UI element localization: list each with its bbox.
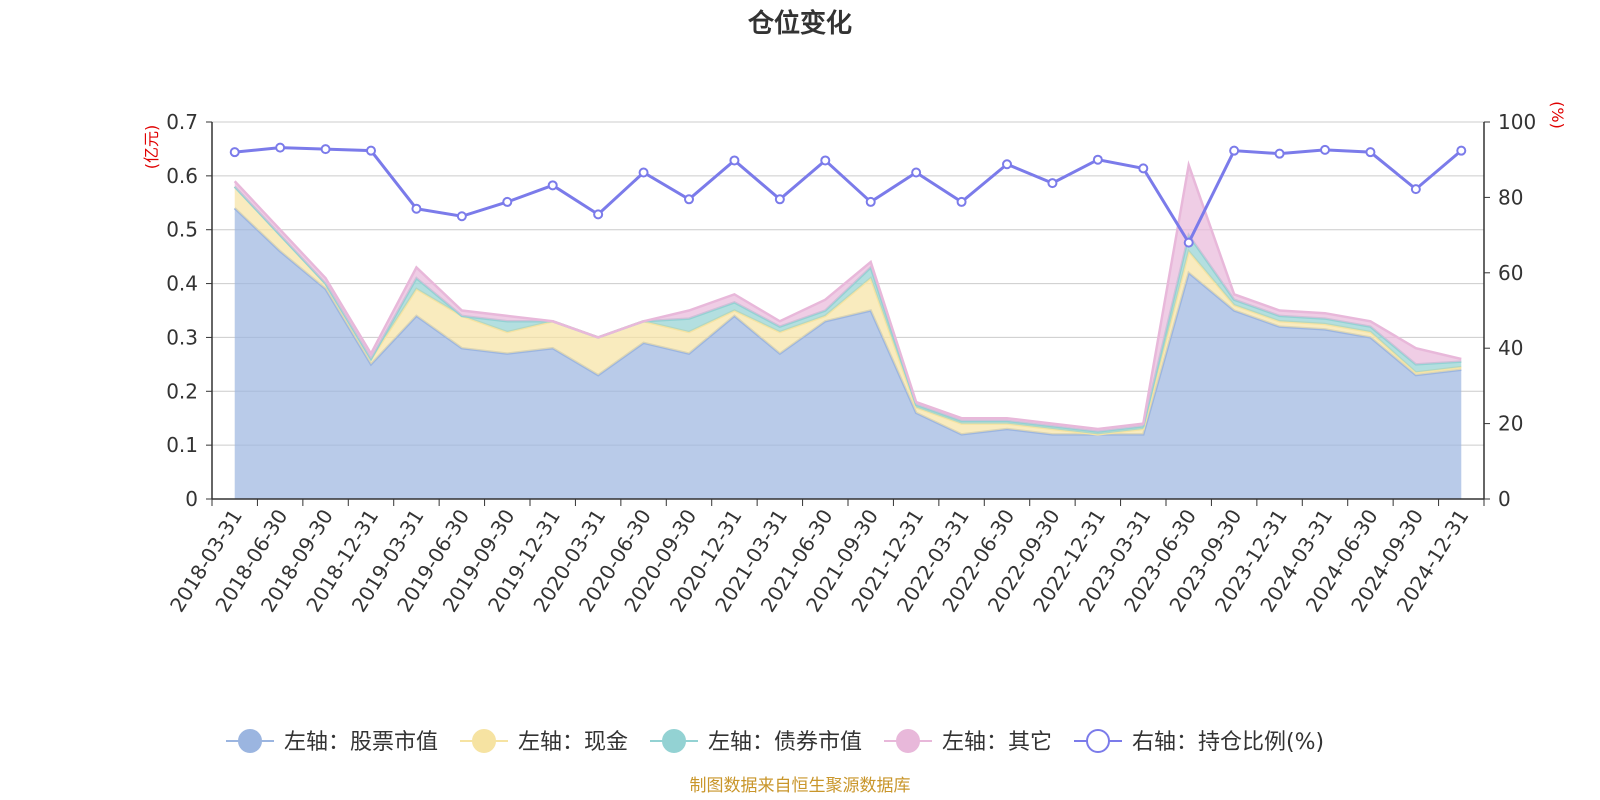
ratio-point	[1274, 148, 1285, 159]
legend-label: 右轴：持仓比例(%)	[1132, 730, 1324, 755]
ratio-point	[275, 142, 286, 153]
right-axis-tick-label: 80	[1498, 185, 1523, 209]
legend-label: 左轴：债券市值	[708, 730, 862, 755]
source-note: 制图数据来自恒生聚源数据库	[690, 776, 911, 796]
ratio-point	[865, 196, 876, 207]
legend-swatch-marker	[238, 729, 262, 753]
ratio-point	[956, 196, 967, 207]
area-左轴：股票市值	[234, 208, 1462, 499]
ratio-line-path	[234, 146, 1463, 246]
ratio-line	[229, 142, 1467, 248]
ratio-point	[911, 167, 922, 178]
ratio-point	[1047, 178, 1058, 189]
ratio-point	[547, 180, 558, 191]
left-axis-unit: (亿元)	[142, 125, 161, 170]
ratio-point	[820, 155, 831, 166]
ratio-point	[1002, 159, 1012, 170]
left-axis-tick-label: 0.6	[166, 164, 198, 188]
ratio-point	[729, 155, 740, 166]
right-axis-tick-label: 40	[1498, 336, 1523, 360]
left-axis-tick-label: 0.5	[166, 218, 198, 242]
ratio-point	[320, 144, 331, 155]
ratio-point	[1365, 147, 1376, 158]
ratio-point	[1229, 145, 1240, 156]
ratio-point	[638, 167, 649, 178]
left-axis-tick-label: 0.7	[166, 110, 198, 134]
ratio-point	[366, 145, 376, 156]
area-edge-左轴：其它	[233, 160, 1462, 431]
legend-swatch-marker	[1086, 729, 1110, 753]
right-axis-tick-label: 20	[1498, 412, 1523, 436]
stacked-areas	[233, 160, 1462, 499]
left-axis-tick-label: 0.2	[166, 379, 198, 403]
right-axis-unit: (%)	[1548, 101, 1567, 129]
ratio-point	[1320, 144, 1330, 155]
right-axis-tick-label: 60	[1498, 261, 1523, 285]
legend: 左轴：股票市值 左轴：现金 左轴：债券市值 左轴：其它 右轴：持仓比例(%)	[226, 729, 1324, 755]
legend-swatch-marker	[896, 729, 920, 753]
ratio-point	[1456, 145, 1467, 156]
legend-label: 左轴：现金	[518, 730, 628, 755]
ratio-point	[229, 147, 240, 158]
right-axis-tick-label: 100	[1498, 110, 1536, 134]
ratio-point	[774, 194, 785, 205]
legend-swatch-marker	[472, 729, 496, 753]
left-axis-tick-label: 0.3	[166, 325, 198, 349]
legend-label: 左轴：股票市值	[284, 730, 438, 755]
ratio-point	[456, 211, 467, 222]
left-axis-tick-label: 0.4	[166, 272, 198, 296]
ratio-point	[1092, 154, 1103, 165]
right-axis-tick-label: 0	[1498, 487, 1511, 511]
chart-title: 仓位变化	[747, 8, 852, 39]
ratio-point	[684, 194, 694, 205]
ratio-point	[1138, 163, 1149, 174]
area-左轴：现金	[234, 186, 1462, 435]
left-axis-tick-label: 0	[185, 487, 198, 511]
legend-label: 左轴：其它	[942, 730, 1052, 755]
ratio-point	[1183, 237, 1194, 248]
left-axis-tick-label: 0.1	[166, 433, 198, 457]
ratio-point	[411, 203, 422, 214]
ratio-point	[502, 196, 513, 207]
ratio-point	[1410, 184, 1421, 195]
ratio-point	[593, 209, 604, 220]
legend-swatch-marker	[662, 729, 686, 753]
